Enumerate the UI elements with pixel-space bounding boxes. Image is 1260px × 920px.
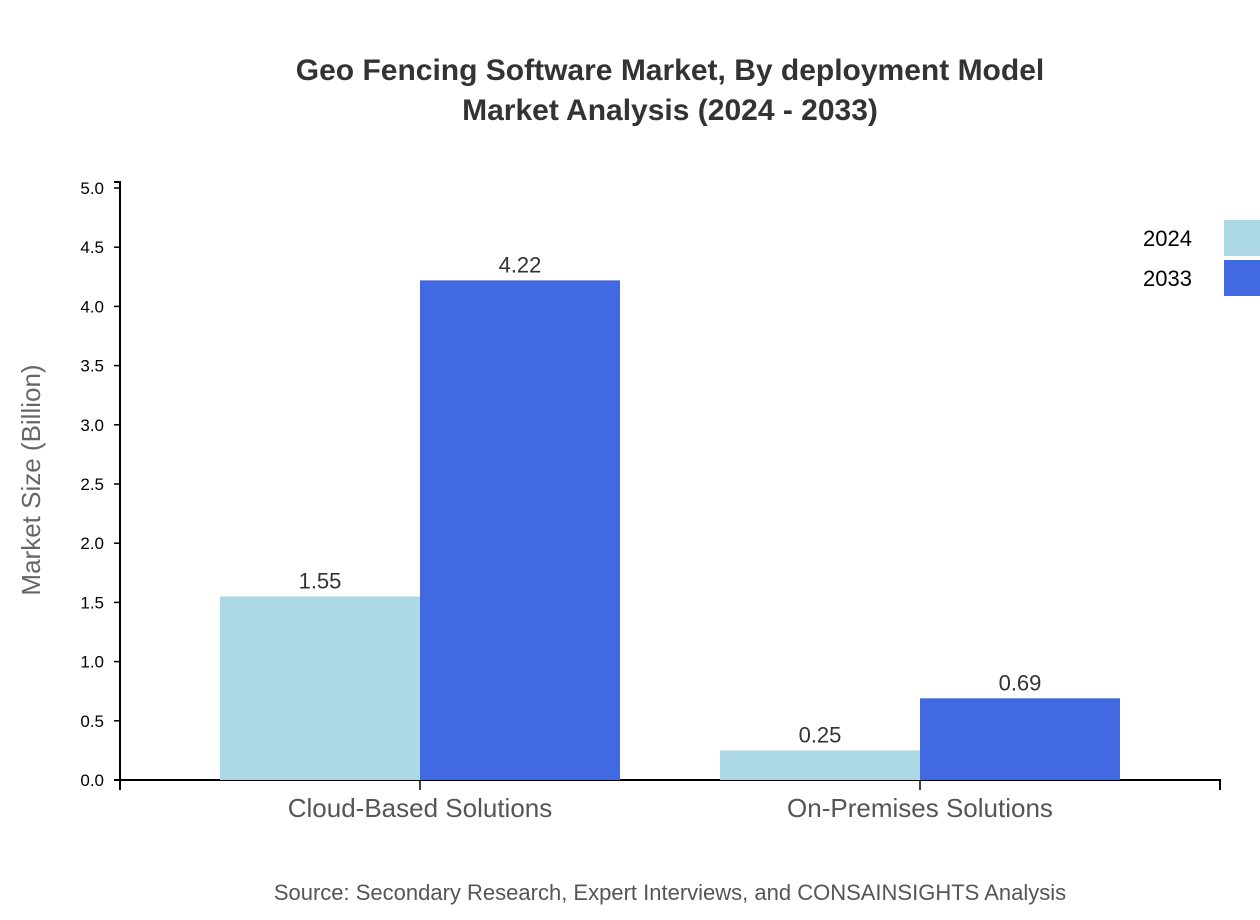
y-axis-label: Market Size (Billion) [16, 364, 46, 595]
legend-label: 2024 [1143, 226, 1192, 251]
y-tick-label: 2.5 [80, 475, 104, 494]
y-axis: 0.0 0.5 1.0 1.5 2.0 2.5 3.0 3.5 4.0 4.5 5.0 [80, 179, 121, 790]
y-tick-label: 1.0 [80, 653, 104, 672]
y-tick-label: 4.0 [80, 297, 104, 316]
legend: 2024 2033 [1143, 220, 1260, 296]
data-label: 4.22 [499, 252, 542, 277]
legend-swatch [1224, 260, 1260, 296]
bar-2024 [720, 750, 920, 780]
legend-swatch [1224, 220, 1260, 256]
x-axis-line [119, 779, 1221, 790]
source-note: Source: Secondary Research, Expert Inter… [274, 880, 1066, 905]
chart-title-line1: Geo Fencing Software Market, By deployme… [296, 54, 1044, 87]
bars: 1.55 4.22 0.25 0.69 [220, 252, 1120, 780]
y-tick-label: 3.0 [80, 416, 104, 435]
x-tick-label: On-Premises Solutions [787, 793, 1053, 823]
y-tick-label: 0.5 [80, 712, 104, 731]
data-label: 0.69 [999, 670, 1042, 695]
y-tick-label: 2.0 [80, 534, 104, 553]
data-label: 1.55 [299, 568, 342, 593]
data-label: 0.25 [799, 722, 842, 747]
legend-label: 2033 [1143, 266, 1192, 291]
bar-2024 [220, 596, 420, 780]
x-tick-label: Cloud-Based Solutions [288, 793, 553, 823]
bar-2033 [420, 280, 620, 780]
y-tick-label: 0.0 [80, 771, 104, 790]
y-tick-label: 3.5 [80, 357, 104, 376]
x-axis: Cloud-Based Solutions On-Premises Solutio… [119, 779, 1221, 823]
chart-title-line2: Market Analysis (2024 - 2033) [462, 94, 878, 127]
bar-2033 [920, 698, 1120, 780]
y-axis-line [114, 181, 121, 781]
y-tick-label: 5.0 [80, 179, 104, 198]
y-tick-label: 1.5 [80, 593, 104, 612]
y-tick-label: 4.5 [80, 238, 104, 257]
